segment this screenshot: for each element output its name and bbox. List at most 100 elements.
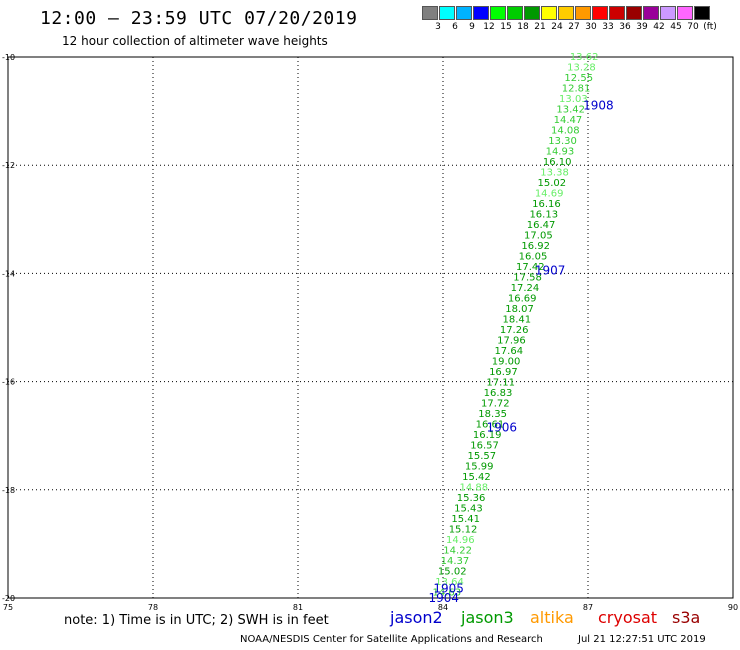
swh-value-label: 13.38 [540,168,569,179]
time-label: 1905 [433,581,464,595]
swh-value-label: 16.05 [519,252,548,263]
color-scale-bar [422,6,711,20]
color-scale-label: 39 [636,22,648,32]
swh-value-label: 15.43 [454,504,483,515]
color-scale-label: 3 [435,22,441,32]
y-tick-label: -12 [2,161,15,170]
color-scale-label: 15 [500,22,512,32]
swh-value-label: 16.92 [521,241,550,252]
color-swatch [558,6,574,20]
satellite-legend-jason3: jason3 [461,608,514,627]
color-swatch [439,6,455,20]
swh-value-label: 18.35 [478,409,507,420]
color-swatch [490,6,506,20]
swh-value-label: 17.05 [524,231,553,242]
y-tick-label: -14 [2,269,15,278]
color-scale-label: 70 [687,22,699,32]
time-label: 1906 [487,421,518,435]
color-scale-label: 42 [653,22,665,32]
satellite-legend-altika: altika [530,608,574,627]
swh-value-label: 15.99 [465,462,494,473]
color-swatch [660,6,676,20]
swh-value-label: 16.57 [470,441,499,452]
color-swatch [541,6,557,20]
swh-value-label: 14.22 [443,546,472,557]
time-label: 1907 [535,264,566,278]
color-scale-label: 33 [602,22,614,32]
swh-value-label: 13.30 [548,136,577,147]
units-note: note: 1) Time is in UTC; 2) SWH is in fe… [64,613,329,628]
color-swatch [694,6,710,20]
swh-value-label: 16.13 [529,210,558,221]
x-tick-label: 81 [293,603,303,612]
swh-value-label: 14.96 [446,535,475,546]
swh-value-label: 16.61 [476,420,505,431]
swh-value-label: 18.41 [503,315,532,326]
x-tick-label: 75 [3,603,13,612]
satellite-legend-s3a: s3a [672,608,701,627]
footer-agency: NOAA/NESDIS Center for Satellite Applica… [240,634,543,645]
color-scale-label: 21 [534,22,546,32]
swh-value-label: 18.07 [505,304,534,315]
swh-value-label: 15.36 [457,493,486,504]
swh-value-label: 13.64 [435,577,464,588]
satellite-legend-jason2: jason2 [390,608,443,627]
color-scale-label: 24 [551,22,563,32]
chart-title: 12:00 — 23:59 UTC 07/20/2019 [40,8,358,29]
color-scale-label: 6 [452,22,458,32]
color-swatch [575,6,591,20]
swh-value-label: 13.03 [559,94,588,105]
swh-value-label: 13.42 [556,105,585,116]
x-tick-label: 90 [728,603,738,612]
swh-value-label: 14.63 [433,588,462,599]
color-swatch [422,6,438,20]
swh-value-label: 12.55 [564,73,593,84]
swh-value-label: 17.72 [481,399,510,410]
y-tick-label: -20 [2,594,15,603]
color-scale-label: 30 [585,22,597,32]
color-swatch [626,6,642,20]
swh-value-label: 17.64 [494,346,523,357]
y-tick-label: -10 [2,53,15,62]
satellite-legend-cryosat: cryosat [598,608,658,627]
x-tick-label: 84 [438,603,448,612]
swh-value-label: 16.47 [527,220,556,231]
swh-value-label: 15.02 [538,178,567,189]
color-scale-label: 36 [619,22,631,32]
swh-value-label: 16.97 [489,367,518,378]
swh-value-label: 14.47 [554,115,583,126]
swh-value-label: 17.26 [500,325,529,336]
swh-value-label: 19.00 [492,357,521,368]
color-swatch [524,6,540,20]
swh-value-label: 15.12 [449,525,478,536]
swh-value-label: 17.11 [486,378,515,389]
color-scale-label: 9 [469,22,475,32]
y-tick-label: -16 [2,378,15,387]
swh-value-label: 13.62 [570,52,599,63]
time-label: 1908 [583,99,614,113]
color-swatch [507,6,523,20]
swh-value-label: 16.69 [508,294,537,305]
footer-timestamp: Jul 21 12:27:51 UTC 2019 [578,634,706,645]
color-swatch [456,6,472,20]
color-scale-labels: 3 6 9 12 15 18 21 24 27 30 33 36 39 42 45 70 (ft) [422,22,732,34]
color-scale-label: 18 [517,22,529,32]
swh-value-label: 16.19 [473,430,502,441]
color-swatch [592,6,608,20]
color-swatch [677,6,693,20]
color-scale-label: 45 [670,22,682,32]
color-scale-label: 27 [568,22,580,32]
color-swatch [473,6,489,20]
swh-value-label: 16.10 [543,157,572,168]
swh-value-label: 15.41 [451,514,480,525]
swh-value-label: 14.93 [546,147,575,158]
swh-value-label: 15.02 [438,567,467,578]
swh-value-label: 14.88 [459,483,488,494]
swh-value-label: 14.08 [551,126,580,137]
swh-value-label: 16.16 [532,199,561,210]
swh-value-label: 15.42 [462,472,491,483]
color-scale-label: (ft) [703,22,717,32]
color-scale-label: 12 [483,22,495,32]
color-swatch [609,6,625,20]
